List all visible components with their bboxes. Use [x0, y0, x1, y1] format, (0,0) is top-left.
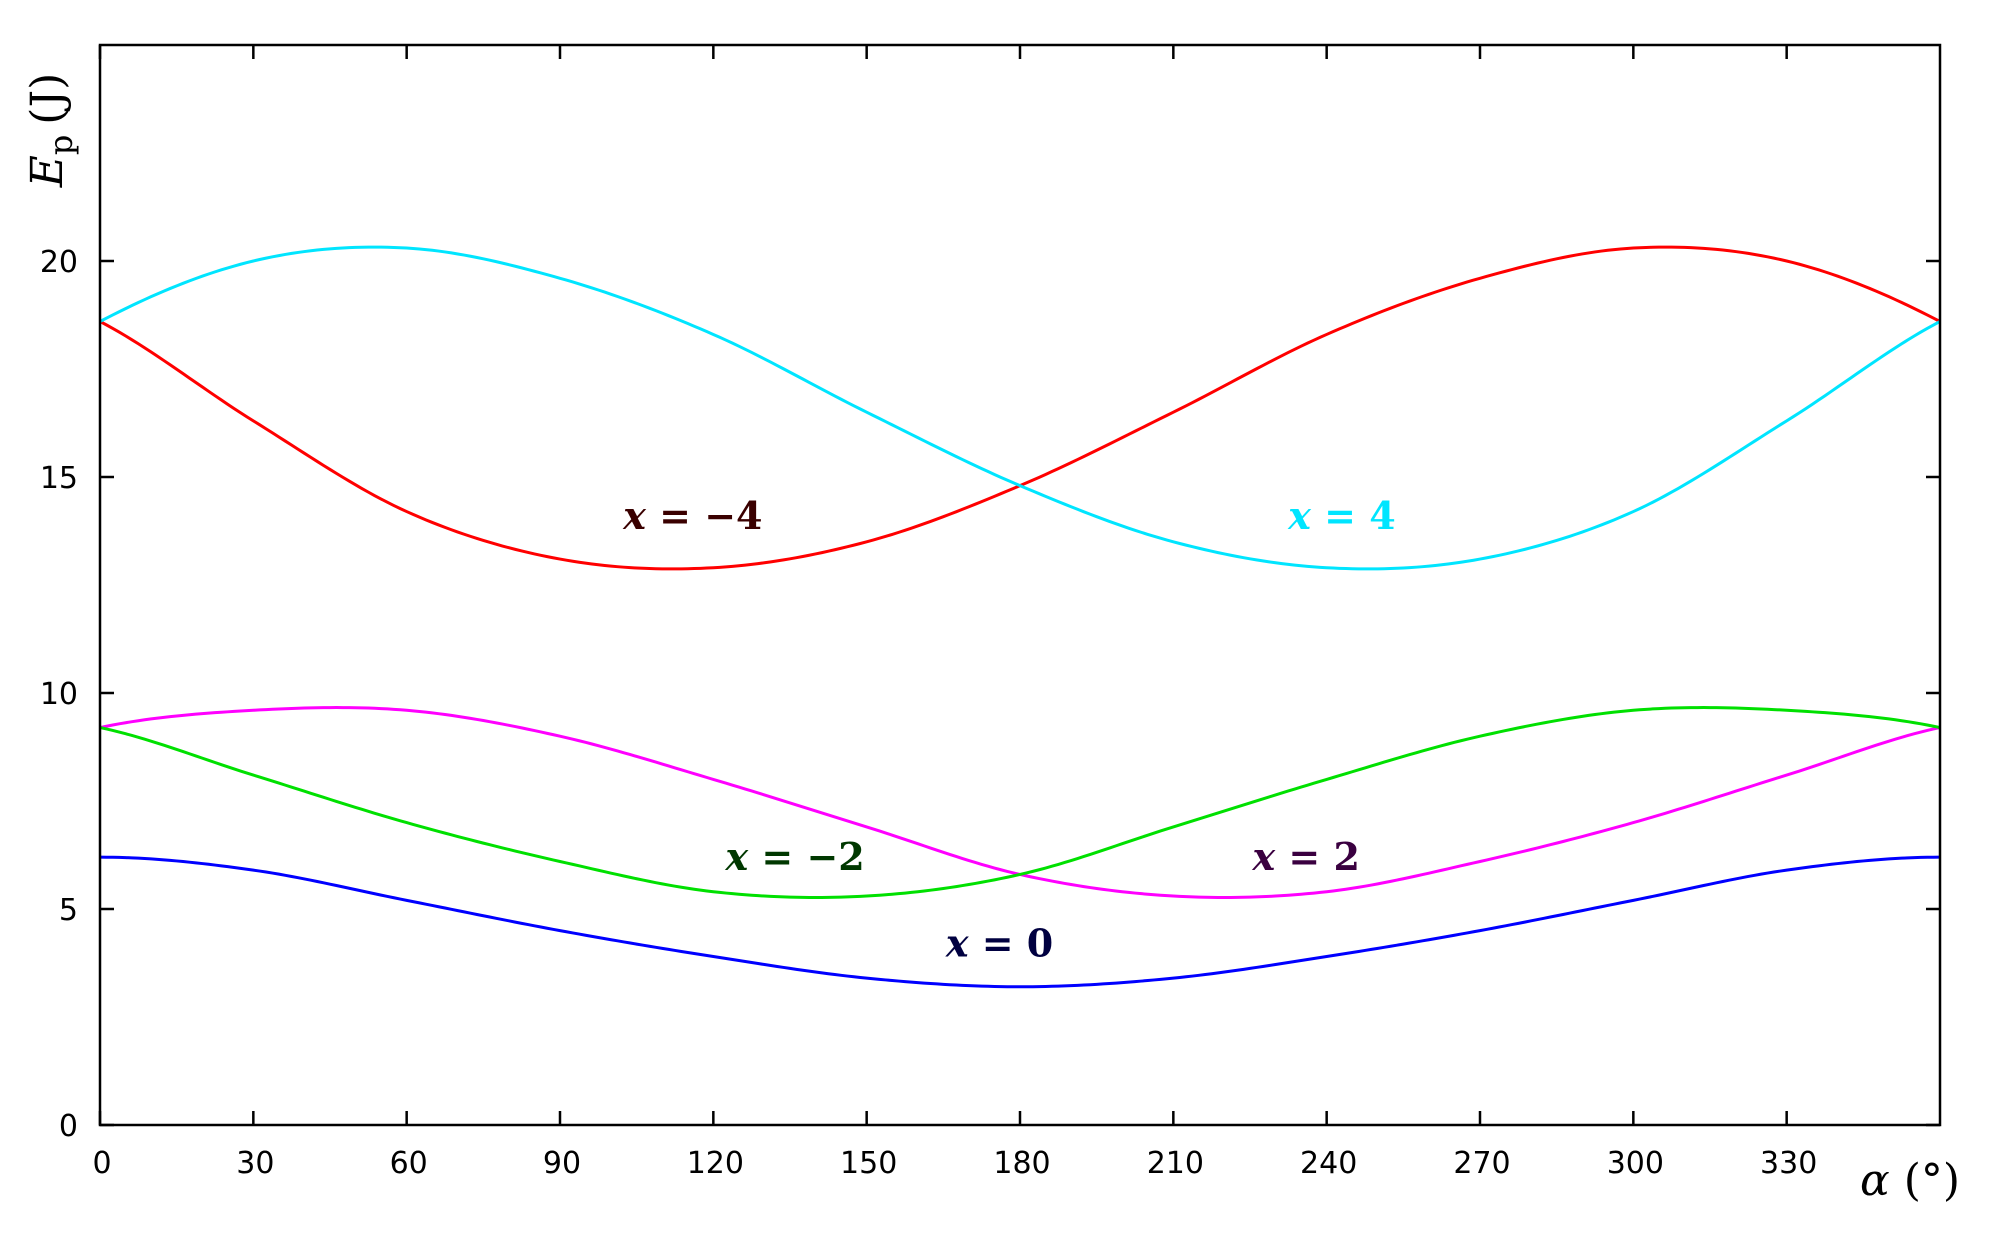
x-tick-label-10: 300 [1607, 1146, 1664, 1181]
x-tick-label-7: 210 [1147, 1146, 1204, 1181]
series-label-4: x = 0 [945, 921, 1053, 966]
series-line-1 [99, 245, 1941, 571]
x-tick-label-2: 60 [390, 1146, 428, 1181]
series-label-0: x = −4 [622, 493, 762, 538]
series-label-value-1: = 4 [1311, 493, 1396, 538]
y-tick-label-4: 20 [40, 245, 78, 280]
y-axis-symbol: E [22, 155, 73, 188]
series-label-value-0: = −4 [646, 493, 763, 538]
series-layer [99, 245, 1941, 989]
series-line-4 [99, 855, 1941, 989]
y-axis-subscript: p [42, 135, 80, 155]
x-axis-unit: (°) [1904, 1155, 1960, 1206]
x-tick-label-6: 180 [993, 1146, 1050, 1181]
y-tick-label-2: 10 [40, 677, 78, 712]
y-axis-unit: (J) [22, 73, 73, 125]
series-labels: x = −4 x = 4x = 2x = −2x = 0 [622, 493, 1395, 966]
x-tick-label-0: 0 [92, 1146, 111, 1181]
series-label-var-1: x [1287, 493, 1312, 538]
series-label-1: x = 4 [1287, 493, 1395, 538]
x-tick-label-4: 120 [687, 1146, 744, 1181]
series-label-var-3: x [724, 834, 749, 879]
y-tick-label-0: 0 [59, 1109, 78, 1144]
x-tick-label-3: 90 [543, 1146, 581, 1181]
series-label-3: x = −2 [724, 834, 864, 879]
series-label-value-3: = −2 [748, 834, 865, 879]
x-tick-label-5: 150 [840, 1146, 897, 1181]
x-tick-label-11: 330 [1760, 1146, 1817, 1181]
series-label-2: x = 2 [1252, 834, 1360, 879]
ticks-layer: 0 30 60 90 120 150 180 210 240 270 300 330 0 5 10 15 20 [40, 45, 1940, 1181]
series-label-value-2: = 2 [1275, 834, 1360, 879]
y-axis-label: Ep (J) [22, 73, 80, 189]
x-tick-label-9: 270 [1453, 1146, 1510, 1181]
series-label-var-2: x [1252, 834, 1277, 879]
series-line-3 [99, 706, 1941, 899]
series-label-var-0: x [622, 493, 647, 538]
x-axis-label: α (°) [1860, 1155, 1960, 1206]
y-tick-label-3: 15 [40, 461, 78, 496]
series-label-var-4: x [945, 921, 970, 966]
x-tick-label-8: 240 [1300, 1146, 1357, 1181]
y-tick-label-1: 5 [59, 893, 78, 928]
x-axis-symbol: α [1860, 1155, 1890, 1206]
series-label-value-4: = 0 [969, 921, 1054, 966]
x-tick-label-1: 30 [236, 1146, 274, 1181]
